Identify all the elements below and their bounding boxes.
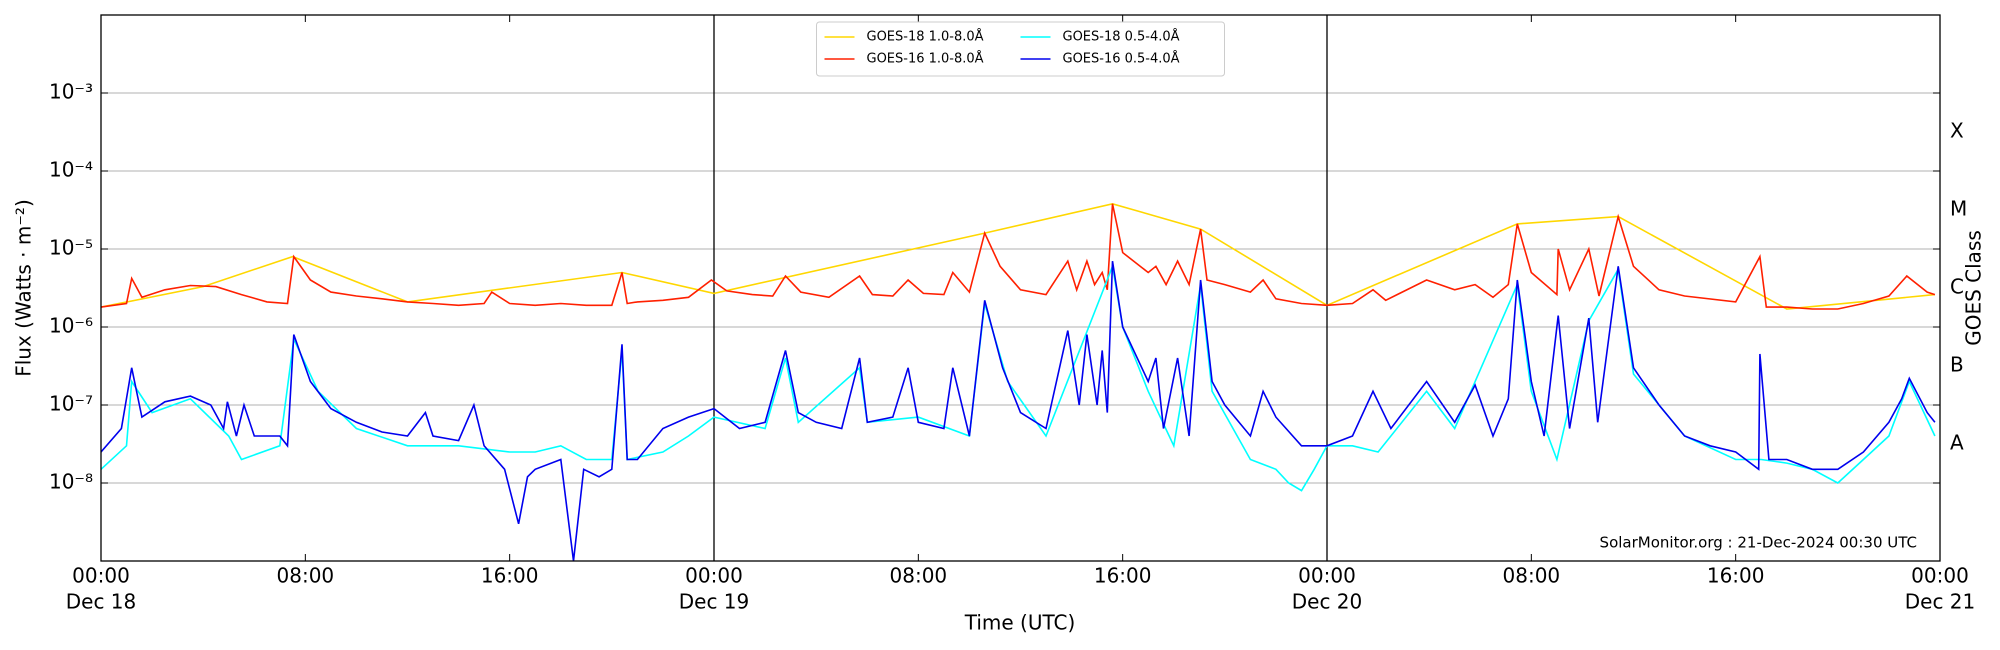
y-tick-label: 10⁻⁵ <box>49 236 93 260</box>
x-axis-label: Time (UTC) <box>964 611 1076 635</box>
y-tick-label: 10⁻⁴ <box>49 158 93 182</box>
series-line <box>101 263 1936 492</box>
y-tick-label: 10⁻⁸ <box>49 470 93 494</box>
legend-label: GOES-16 0.5-4.0Å <box>1063 51 1180 67</box>
x-date-label: Dec 18 <box>66 590 137 614</box>
x-tick-label: 08:00 <box>277 564 335 588</box>
x-tick-label: 16:00 <box>1094 564 1152 588</box>
class-label: A <box>1950 431 1964 455</box>
x-tick-label: 00:00 <box>685 564 743 588</box>
x-date-label: Dec 21 <box>1905 590 1976 614</box>
x-tick-label: 16:00 <box>481 564 539 588</box>
legend-label: GOES-16 1.0-8.0Å <box>867 51 984 67</box>
y-axis-label: Flux (Watts · m⁻²) <box>12 199 36 377</box>
x-tick-label: 00:00 <box>1298 564 1356 588</box>
series-line <box>101 203 1936 310</box>
y-tick-label: 10⁻⁶ <box>49 314 93 338</box>
x-tick-label: 16:00 <box>1707 564 1765 588</box>
x-tick-label: 08:00 <box>1503 564 1561 588</box>
y2-axis-label: GOES Class <box>1962 230 1986 346</box>
x-tick-label: 00:00 <box>72 564 130 588</box>
class-label: X <box>1950 119 1964 143</box>
x-date-label: Dec 20 <box>1292 590 1363 614</box>
x-tick-label: 00:00 <box>1911 564 1969 588</box>
series-line <box>101 260 1936 561</box>
legend-box <box>816 21 1225 77</box>
annotation: SolarMonitor.org : 21-Dec-2024 00:30 UTC <box>1600 534 1917 552</box>
legend-label: GOES-18 1.0-8.0Å <box>867 29 984 45</box>
legend: GOES-18 1.0-8.0Å GOES-16 1.0-8.0Å GOES-18 … <box>816 21 1225 77</box>
class-label: B <box>1950 353 1964 377</box>
x-date-label: Dec 19 <box>679 590 750 614</box>
plot-frame <box>100 14 1941 562</box>
x-tick-label: 08:00 <box>890 564 948 588</box>
series-line <box>101 202 1935 310</box>
y-tick-label: 10⁻⁷ <box>49 392 93 416</box>
legend-label: GOES-18 0.5-4.0Å <box>1063 29 1180 45</box>
class-label: C <box>1950 275 1964 299</box>
class-label: M <box>1950 197 1967 221</box>
y-tick-label: 10⁻³ <box>49 80 93 104</box>
